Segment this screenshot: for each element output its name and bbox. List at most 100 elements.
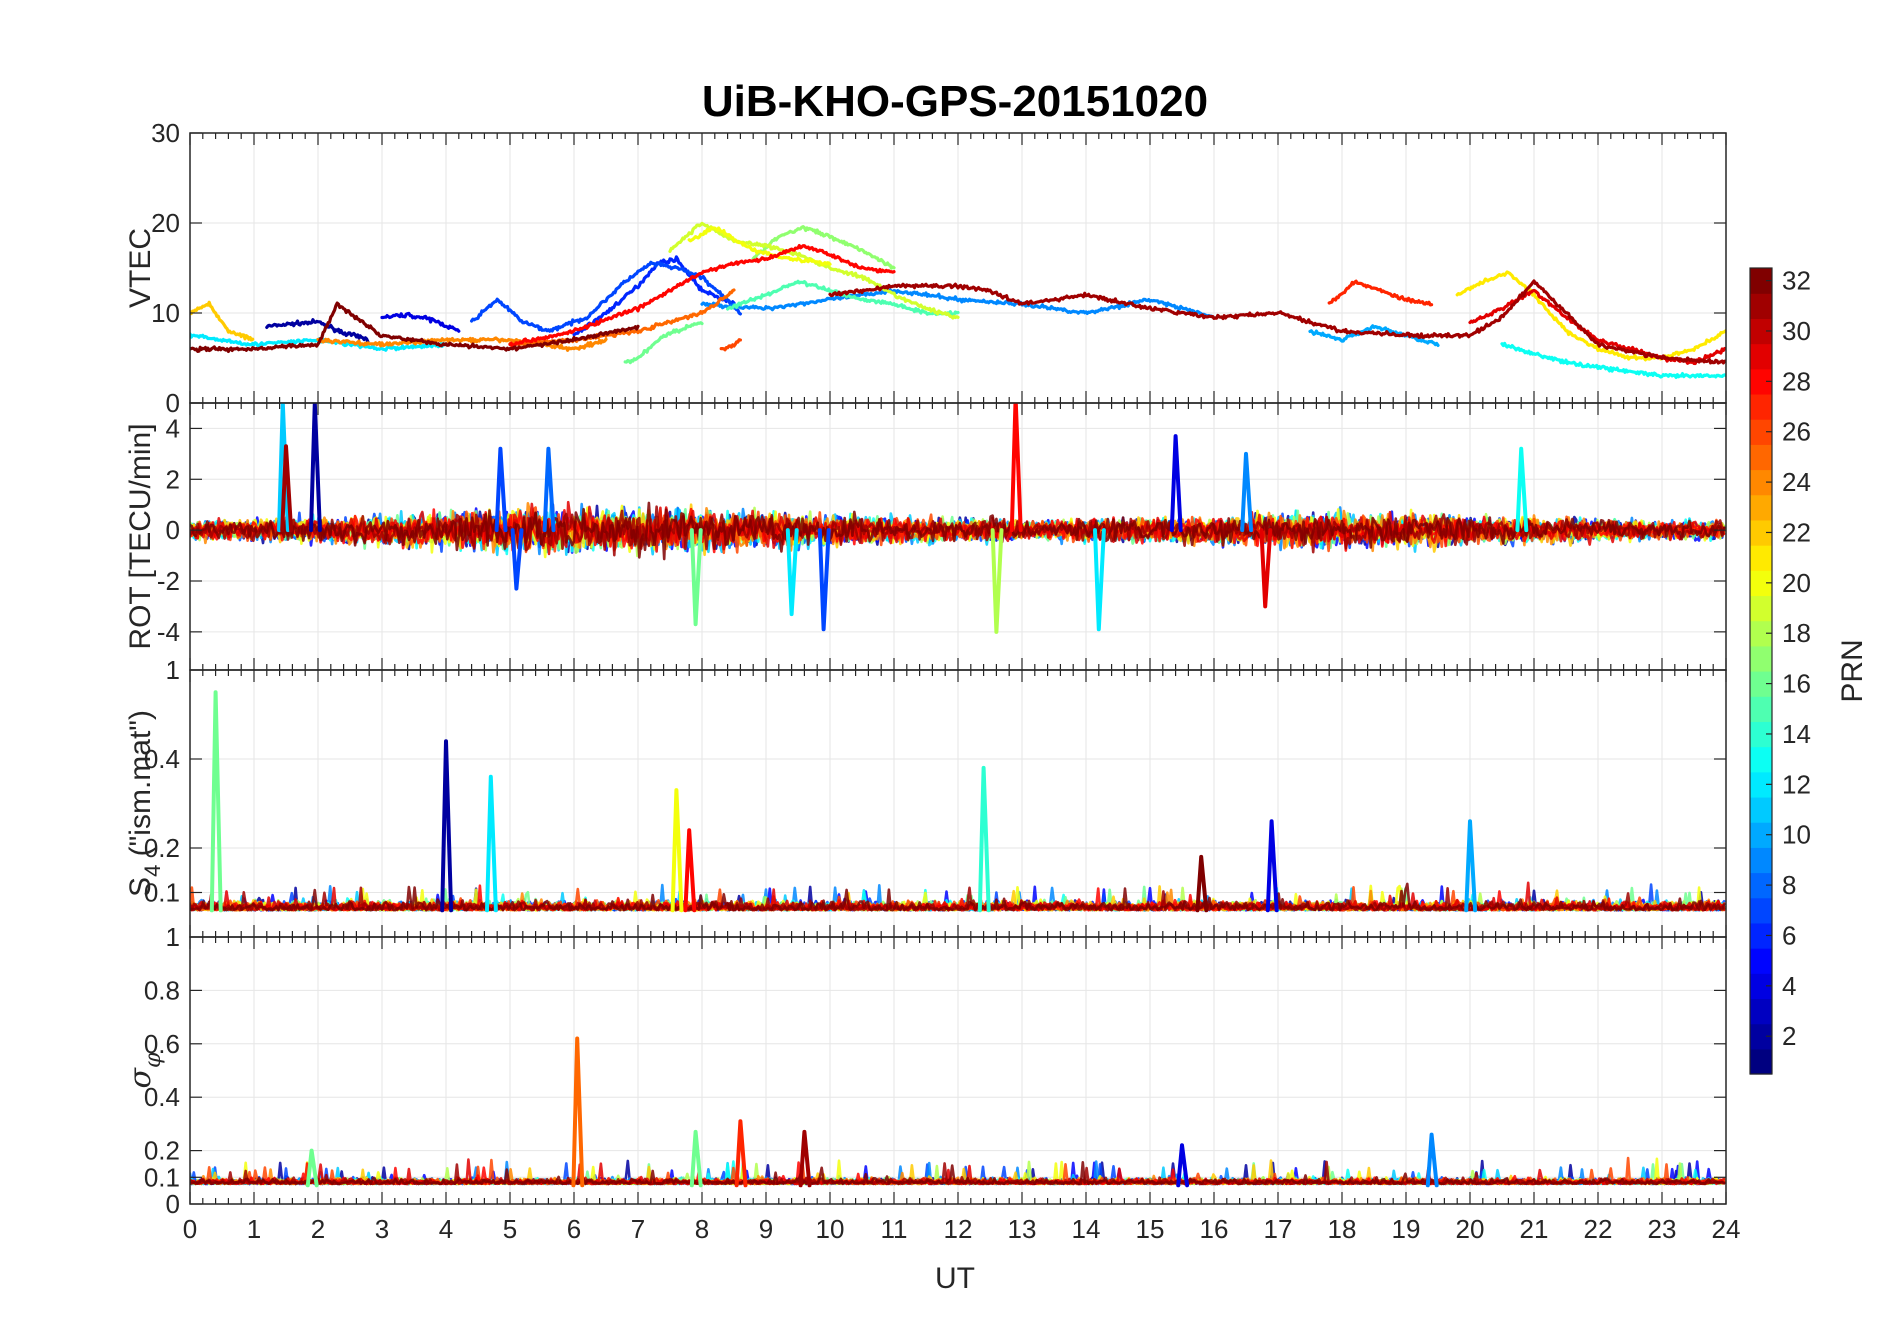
colorbar-tick-label: 18 [1782,618,1811,648]
spike-prn-4 [1265,819,1279,913]
series-line-prn-2 [265,318,370,344]
x-tick-label: 24 [1712,1214,1741,1244]
colorbar-segment [1750,897,1772,924]
y-tick-label: -2 [157,566,180,596]
series-line-prn-16 [623,321,704,365]
colorbar-tick-label: 2 [1782,1021,1796,1051]
x-tick-label: 17 [1264,1214,1293,1244]
colorbar-segment [1750,393,1772,420]
colorbar-segment [1750,343,1772,370]
x-tick-label: 20 [1456,1214,1485,1244]
x-tick-label: 1 [247,1214,261,1244]
colorbar-segment [1750,796,1772,823]
x-ticks [189,670,1727,937]
x-tick-label: 12 [944,1214,973,1244]
series-line-prn-21 [1455,270,1726,362]
colorbar-segment [1750,1023,1772,1050]
colorbar-segment [1750,771,1772,798]
colorbar-segment [1750,822,1772,848]
spike-prn-2 [309,403,322,533]
y-tick-label: 2 [166,464,180,494]
colorbar-segment [1750,671,1772,697]
x-tick-label: 15 [1136,1214,1165,1244]
colorbar-segment [1750,948,1772,974]
colorbar-segment [1750,268,1772,294]
series-group [190,403,1726,634]
series-line-prn-4 [380,311,461,333]
y-tick-label: -4 [157,617,180,647]
x-tick-label: 2 [311,1214,325,1244]
spike-prn-10 [1464,819,1478,913]
x-tick-label: 4 [439,1214,453,1244]
y-axis-label-text: ROT [TECU/min] [124,423,157,649]
y-tick-label: 0 [166,388,180,418]
colorbar-segment [1750,519,1772,546]
colorbar-segment [1750,318,1772,345]
y-ticks: 00.10.2 0.4 0.6 0.8 1 [144,922,1726,1219]
colorbar-tick-label: 4 [1782,971,1796,1001]
y-axis-label-text: VTEC [124,228,157,308]
y-ticks: 0.1 0.2 0.4 1 [144,655,1726,908]
series-line-prn-24 [316,336,608,352]
x-tick-label: 22 [1584,1214,1613,1244]
series-line-prn-32 [190,1161,1726,1186]
series-line-prn-27 [1327,279,1434,307]
colorbar-segment [1750,998,1772,1025]
series-line-prn-15 [726,279,960,317]
y-tick-label: 20 [151,208,180,238]
y-tick-label: 4 [166,413,180,443]
spike-prn-8 [542,446,556,533]
x-tick-label: 11 [881,1214,908,1244]
x-tick-labels: 0 1 2 3 4 5 6 7 8 9 10 11 12 13 14 15 16 17 18 19 20 21 22 23 24 [183,1214,1741,1244]
series-line-prn-32 [190,301,640,353]
colorbar-frame [1749,267,1773,1075]
x-tick-label: 0 [183,1214,197,1244]
chart-title: UiB-KHO-GPS-20151020 [702,77,1208,126]
y-tick-label: 0 [166,1189,180,1219]
x-ticks [189,403,1727,670]
y-tick-label: 0.2 [144,833,180,863]
spike-prn-20 [670,788,684,913]
colorbar-tick-label: 20 [1782,568,1811,598]
colorbar-tick-label: 14 [1782,719,1811,749]
spike-prn-27 [734,1119,748,1188]
colorbar-tick-label: 30 [1782,316,1811,346]
colorbar-segment [1750,973,1772,1000]
series-line-prn-13 [1500,341,1726,379]
y-axis-label: S4 ("ism.mat") [124,710,165,897]
spike-prn-12 [1093,528,1106,632]
series-line-prn-32 [190,882,1726,912]
colorbar-segment [1750,595,1772,622]
series-line-prn-25 [508,288,736,348]
colorbar-segment [1750,444,1772,471]
spike-prn-12 [785,528,799,617]
spike-prn-12 [485,774,498,913]
colorbar-segment [1750,696,1772,722]
colorbar-tick-label: 6 [1782,920,1796,950]
colorbar-tick-label: 16 [1782,669,1811,699]
spike-prn-25 [571,1036,585,1188]
colorbar-segment [1750,746,1772,773]
y-tick-label: 0.4 [144,744,180,774]
series-line-prn-6 [572,255,736,337]
spike-prn-28 [1009,403,1023,533]
x-tick-label: 6 [567,1214,581,1244]
x-tick-label: 3 [375,1214,389,1244]
series-line-prn-31 [828,279,1726,365]
colorbar-segment [1750,469,1772,496]
y-tick-label: 0.8 [144,975,180,1005]
colorbar-tick-label: 12 [1782,769,1811,799]
y-tick-label: 0.4 [144,1082,180,1112]
y-axis-label: VTEC [124,228,157,308]
y-tick-label: 0.6 [144,1029,180,1059]
spike-prn-16 [305,1148,319,1188]
colorbar-segment [1750,1048,1772,1075]
y-tick-label-top: 1 [166,922,180,952]
x-tick-label: 7 [631,1214,645,1244]
y-tick-label-top: 1 [166,655,180,685]
y-axis-label-text: σφ [123,1052,166,1088]
x-ticks [189,133,1727,403]
